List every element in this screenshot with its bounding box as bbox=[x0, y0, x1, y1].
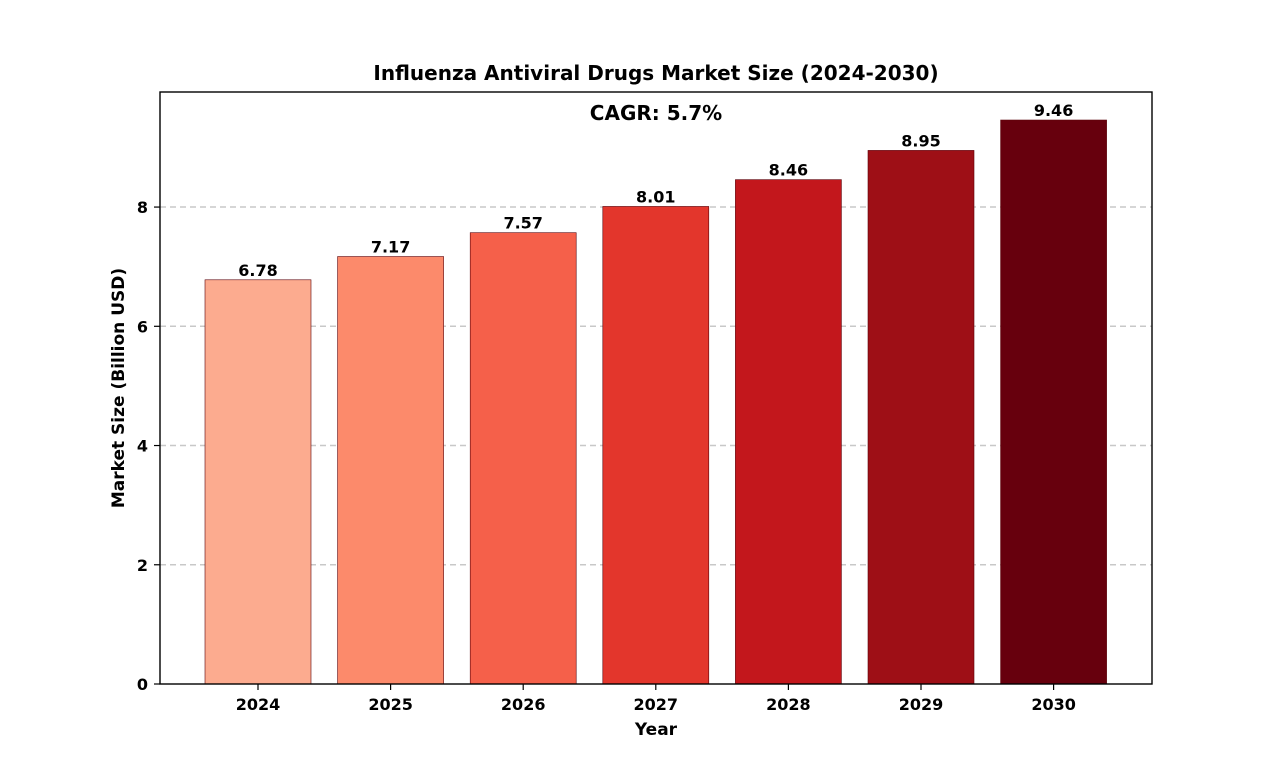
x-tick-label: 2030 bbox=[1031, 695, 1076, 714]
bar-value-labels: 6.78 7.17 7.57 8.01 8.46 8.95 9.46 bbox=[238, 101, 1073, 280]
bar-value-label: 9.46 bbox=[1034, 101, 1073, 120]
x-tick-label: 2029 bbox=[899, 695, 944, 714]
bar-value-label: 8.95 bbox=[901, 131, 940, 150]
bar bbox=[469, 232, 577, 685]
x-tick-label: 2027 bbox=[634, 695, 679, 714]
bars bbox=[204, 119, 1107, 685]
bar bbox=[867, 150, 975, 685]
y-axis-ticks: 0 2 4 6 8 bbox=[137, 198, 160, 694]
x-axis-label: Year bbox=[634, 720, 678, 740]
bar bbox=[602, 206, 710, 685]
bar bbox=[1000, 119, 1107, 685]
y-axis-label: Market Size (Billion USD) bbox=[109, 268, 129, 508]
x-tick-label: 2026 bbox=[501, 695, 546, 714]
bar bbox=[735, 179, 842, 685]
bar-value-label: 6.78 bbox=[238, 261, 277, 280]
cagr-annotation: CAGR: 5.7% bbox=[590, 101, 722, 125]
bar-value-label: 8.46 bbox=[769, 161, 808, 180]
bar-value-label: 7.57 bbox=[503, 214, 542, 233]
bar bbox=[337, 256, 444, 685]
x-tick-label: 2028 bbox=[766, 695, 811, 714]
bar-value-label: 7.17 bbox=[371, 238, 410, 257]
x-axis-ticks: 2024 2025 2026 2027 2028 2029 2030 bbox=[236, 684, 1076, 714]
y-tick-label: 0 bbox=[137, 675, 148, 694]
y-tick-label: 2 bbox=[137, 556, 148, 575]
bar bbox=[204, 279, 312, 685]
y-tick-label: 6 bbox=[137, 317, 148, 336]
x-tick-label: 2024 bbox=[236, 695, 281, 714]
y-tick-label: 4 bbox=[137, 437, 148, 456]
x-tick-label: 2025 bbox=[368, 695, 413, 714]
chart-title: Influenza Antiviral Drugs Market Size (2… bbox=[373, 61, 938, 85]
bar-value-label: 8.01 bbox=[636, 187, 675, 206]
y-tick-label: 8 bbox=[137, 198, 148, 217]
